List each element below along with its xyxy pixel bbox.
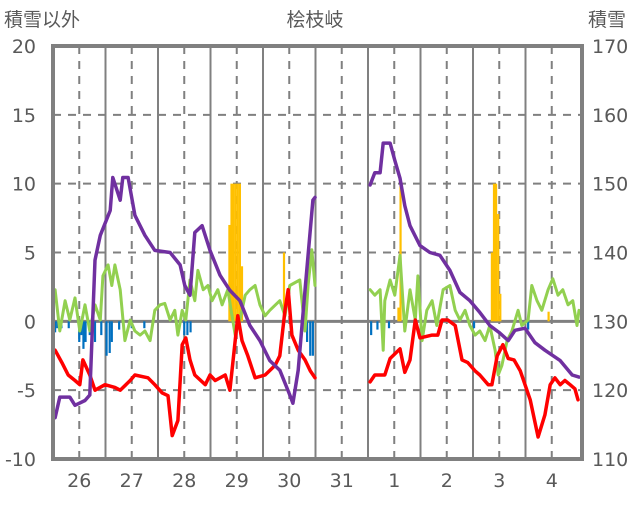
- temperature-line: [53, 287, 317, 438]
- snow-depth-line: [368, 141, 581, 379]
- negative-bar: [93, 321, 97, 342]
- right-axis-label: 積雪: [588, 9, 626, 31]
- positive-bar: [492, 183, 496, 322]
- right-tick-label: 170: [592, 36, 628, 58]
- negative-bar: [100, 321, 103, 336]
- plot-frame: [51, 44, 584, 461]
- negative-bar: [186, 321, 189, 336]
- left-tick-label: -5: [17, 380, 36, 402]
- left-tick-label: 20: [12, 36, 36, 58]
- right-tick-label: 140: [592, 243, 628, 265]
- positive-bar: [497, 213, 500, 322]
- right-tick-label: 160: [592, 105, 628, 127]
- x-tick-label: 2: [441, 470, 453, 492]
- negative-bar: [56, 321, 59, 329]
- negative-bar: [309, 321, 312, 356]
- positive-bar: [399, 183, 402, 322]
- negative-bar: [311, 321, 314, 356]
- x-tick-label: 29: [225, 470, 249, 492]
- right-tick-label: 150: [592, 174, 628, 196]
- negative-bar: [108, 321, 111, 353]
- temperature-line: [368, 318, 580, 439]
- negative-bar: [306, 321, 309, 342]
- x-tick-label: 27: [120, 470, 144, 492]
- positive-bar: [495, 183, 498, 322]
- positive-bar: [397, 307, 400, 322]
- positive-bar: [236, 183, 239, 322]
- negative-bar: [118, 321, 121, 330]
- negative-bar: [143, 321, 146, 329]
- negative-bar: [183, 321, 186, 336]
- positive-bar: [282, 252, 286, 322]
- positive-bar: [234, 183, 237, 322]
- negative-bar: [370, 321, 373, 336]
- left-tick-label: -10: [5, 449, 36, 471]
- x-tick-label: 31: [330, 470, 354, 492]
- positive-bar: [240, 266, 244, 322]
- bars: [54, 183, 550, 356]
- x-tick-label: 4: [546, 470, 558, 492]
- x-tick-label: 30: [277, 470, 301, 492]
- negative-bar: [472, 321, 476, 329]
- series-lines: [53, 141, 581, 439]
- positive-bar: [232, 183, 235, 322]
- right-tick-label: 120: [592, 380, 628, 402]
- left-tick-label: 10: [12, 174, 36, 196]
- green-line: [53, 248, 317, 343]
- x-tick-label: 1: [388, 470, 400, 492]
- chart-title: 桧枝岐: [286, 9, 343, 31]
- positive-bar: [490, 252, 493, 322]
- snow-depth-line: [53, 175, 317, 420]
- negative-bar: [82, 321, 85, 349]
- negative-bar: [376, 321, 379, 330]
- left-tick-label: 15: [12, 105, 36, 127]
- positive-bar: [228, 224, 231, 322]
- positive-bar: [230, 183, 233, 322]
- negative-bar: [527, 321, 530, 330]
- x-tick-label: 26: [67, 470, 91, 492]
- gridlines: [53, 46, 582, 459]
- negative-bar: [84, 321, 87, 342]
- positive-bar: [547, 311, 550, 322]
- negative-bar: [54, 321, 57, 333]
- right-tick-label: 130: [592, 311, 628, 333]
- left-tick-label: 5: [24, 243, 36, 265]
- x-tick-label: 28: [172, 470, 196, 492]
- left-tick-label: 0: [24, 311, 36, 333]
- x-tick-label: 3: [493, 470, 505, 492]
- negative-bar: [67, 321, 70, 329]
- right-tick-label: 110: [592, 449, 628, 471]
- positive-bar: [499, 293, 502, 322]
- negative-bar: [110, 321, 113, 342]
- green-line: [368, 253, 581, 377]
- positive-bar: [238, 183, 241, 322]
- left-axis-label: 積雪以外: [4, 9, 80, 31]
- negative-bar: [387, 321, 391, 329]
- negative-bar: [105, 321, 108, 356]
- negative-bar: [189, 321, 192, 333]
